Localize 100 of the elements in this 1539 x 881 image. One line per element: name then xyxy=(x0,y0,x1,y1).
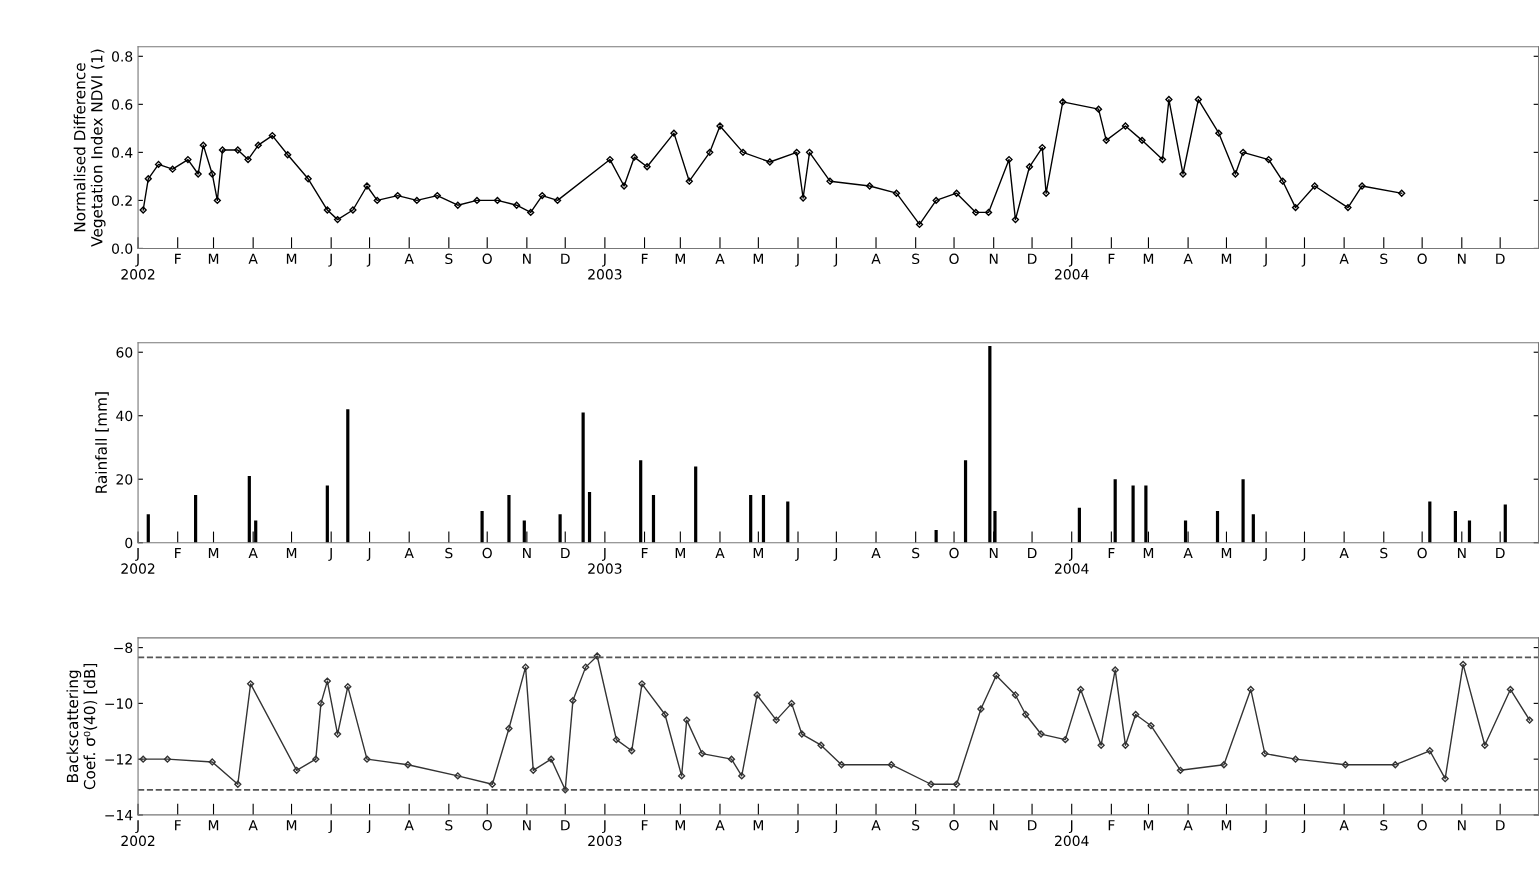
x-tick-label: J 2003 xyxy=(588,253,622,280)
x-tick-label: J xyxy=(328,820,332,834)
x-tick-label: N xyxy=(1457,820,1466,831)
x-tick-label: O xyxy=(949,253,959,265)
bar xyxy=(1453,510,1457,543)
x-tick-label: M xyxy=(1143,820,1154,831)
x-tick-label: J xyxy=(1263,253,1267,267)
x-tick-label: S xyxy=(445,820,453,831)
x-tick-label: J xyxy=(1301,253,1306,267)
x-tick-label: A xyxy=(1183,253,1193,264)
y-tick-label: 0.0 xyxy=(112,243,133,254)
x-tick-label: A xyxy=(871,547,881,559)
x-tick-label: M xyxy=(675,547,685,559)
x-tick-label: M xyxy=(1143,547,1154,559)
x-tick-label: D xyxy=(1028,820,1037,831)
x-tick-label: A xyxy=(248,253,258,264)
x-tick-label: A xyxy=(248,547,258,559)
bar xyxy=(963,460,968,543)
x-tick-label: J 2004 xyxy=(1055,547,1089,574)
x-tick-label: M xyxy=(753,547,763,559)
x-tick-label: A xyxy=(715,820,725,831)
x-tick-label: S xyxy=(445,253,453,265)
bar xyxy=(146,514,150,543)
x-tick-label: D xyxy=(561,253,570,264)
x-tick-label: O xyxy=(482,547,492,559)
x-tick-label: J xyxy=(328,547,332,561)
x-tick-label: J 2002 xyxy=(121,253,155,280)
bar xyxy=(507,495,511,543)
bar xyxy=(346,409,350,543)
x-tick-label: A xyxy=(1339,820,1349,831)
x-tick-label: F xyxy=(641,253,648,264)
bar xyxy=(1131,485,1135,543)
x-tick-label: J xyxy=(366,253,371,267)
x-tick-label: M xyxy=(1221,547,1232,559)
x-tick-label: N xyxy=(1457,253,1466,264)
x-tick-label: D xyxy=(1028,253,1037,264)
y-tick-label: −14 xyxy=(105,810,133,821)
bar xyxy=(694,466,698,543)
bar xyxy=(1428,501,1432,543)
bar xyxy=(749,495,753,543)
x-tick-label: M xyxy=(1221,820,1232,831)
x-tick-label: M xyxy=(208,820,219,831)
bar xyxy=(480,510,484,543)
x-tick-label: J xyxy=(833,820,838,834)
bar xyxy=(247,476,251,543)
x-tick-label: M xyxy=(286,547,297,559)
bar xyxy=(325,485,329,543)
bar xyxy=(639,460,643,543)
y-tick-label: 0.2 xyxy=(112,195,132,206)
x-tick-label: J xyxy=(1301,547,1306,561)
y-tick-label: 0 xyxy=(125,537,133,549)
x-tick-label: J xyxy=(328,253,332,267)
x-tick-label: J xyxy=(833,253,838,267)
x-tick-label: N xyxy=(523,253,531,264)
x-tick-label: D xyxy=(1496,547,1505,559)
x-tick-label: J 2004 xyxy=(1055,820,1089,847)
x-tick-label: A xyxy=(715,253,725,264)
x-tick-label: S xyxy=(912,547,920,559)
x-tick-label: S xyxy=(1380,253,1388,265)
bar xyxy=(1077,507,1081,543)
bar xyxy=(1215,510,1220,543)
y-axis-title: Rainfall [mm] xyxy=(95,392,109,493)
x-tick-label: M xyxy=(286,253,297,264)
x-tick-label: S xyxy=(912,253,920,265)
x-tick-label: F xyxy=(1108,253,1115,264)
x-tick-label: F xyxy=(175,547,181,559)
x-tick-label: O xyxy=(1417,253,1427,265)
x-tick-label: D xyxy=(1496,253,1505,264)
x-tick-label: J xyxy=(1263,820,1267,834)
bar xyxy=(1113,479,1117,543)
x-tick-label: A xyxy=(871,820,881,831)
x-tick-label: J 2003 xyxy=(588,547,622,574)
y-axis-title: Backscattering Coef. σ⁰(40) [dB] xyxy=(66,663,98,790)
y-tick-label: 20 xyxy=(116,474,133,485)
x-tick-label: D xyxy=(1028,547,1037,559)
bar xyxy=(1251,514,1255,543)
x-tick-label: F xyxy=(1108,820,1115,831)
x-tick-label: F xyxy=(641,820,648,831)
x-tick-label: O xyxy=(1417,547,1427,559)
x-tick-label: M xyxy=(753,820,763,831)
bar xyxy=(1144,485,1148,543)
y-tick-label: 0.8 xyxy=(112,51,133,62)
x-tick-label: D xyxy=(561,547,570,559)
bar xyxy=(194,495,198,543)
bar xyxy=(254,520,258,543)
x-tick-label: N xyxy=(989,547,998,559)
x-tick-label: A xyxy=(1183,547,1193,559)
x-tick-label: M xyxy=(1143,253,1154,264)
bar xyxy=(581,412,585,543)
x-tick-label: J xyxy=(795,547,799,561)
x-tick-label: O xyxy=(482,253,492,265)
x-tick-label: F xyxy=(1108,547,1115,559)
x-tick-label: O xyxy=(949,547,959,559)
x-tick-label: N xyxy=(989,253,998,264)
x-tick-label: S xyxy=(912,820,920,831)
y-tick-label: 0.4 xyxy=(112,147,133,158)
x-tick-label: F xyxy=(175,820,181,831)
x-tick-label: O xyxy=(1417,820,1427,831)
x-tick-label: J 2002 xyxy=(121,820,155,847)
x-tick-label: N xyxy=(1457,547,1466,559)
